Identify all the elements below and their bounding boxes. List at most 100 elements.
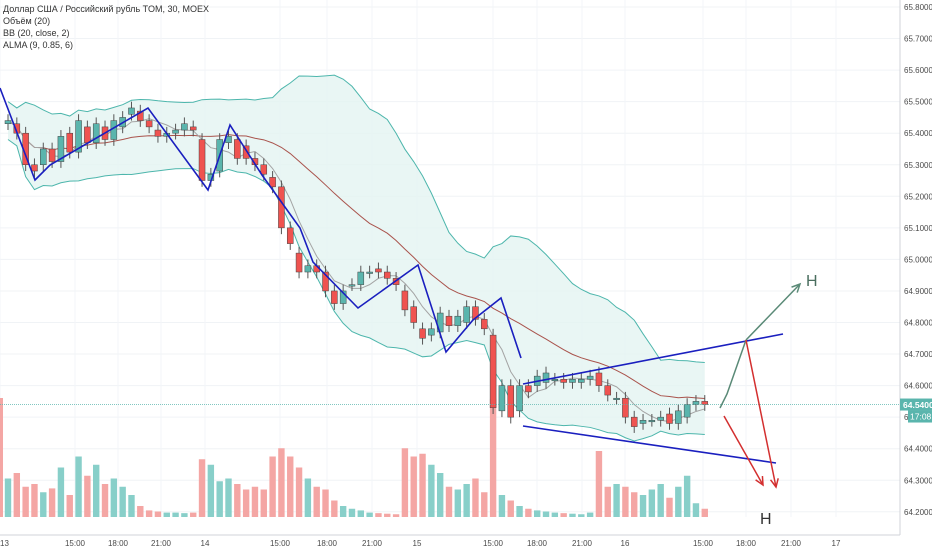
volume-bar	[560, 513, 567, 517]
candle-body	[40, 148, 47, 166]
volume-bar	[251, 486, 259, 517]
time-tick-label: 15:00	[270, 539, 291, 548]
volume-bar	[40, 492, 47, 517]
legend-volume[interactable]: Объём (20)	[3, 16, 51, 26]
candle-body	[339, 290, 347, 304]
price-tick-label: 64.8000	[904, 319, 932, 328]
volume-bar	[357, 510, 364, 517]
candle-body	[331, 290, 338, 304]
volume-bar	[692, 503, 700, 517]
volume-bar	[604, 486, 611, 517]
candle-body	[110, 120, 118, 140]
candle-body	[639, 420, 647, 424]
volume-bar	[675, 486, 682, 517]
price-tick-label: 65.4000	[904, 129, 932, 138]
candle-body	[137, 110, 144, 121]
volume-bar	[110, 478, 118, 517]
volume-bar	[366, 512, 373, 517]
candle-body	[242, 145, 250, 159]
candle-body	[595, 372, 603, 386]
triangle-upper-line	[522, 333, 784, 385]
candle-body	[295, 252, 303, 273]
volume-bar	[48, 488, 56, 517]
volume-bar	[269, 456, 276, 517]
timer-tag	[908, 410, 932, 423]
bb-upper-line	[7, 74, 705, 364]
candle-body	[348, 284, 356, 287]
volume-bar	[683, 475, 691, 517]
time-tick-label: 18:00	[736, 539, 757, 548]
volume-bar	[242, 489, 250, 517]
price-tick-label: 65.7000	[904, 35, 932, 44]
time-tick-label: 18:00	[527, 539, 548, 548]
candle-body	[419, 328, 426, 339]
volume-bar	[375, 513, 382, 517]
candle-body	[666, 413, 673, 424]
legend-main[interactable]: Доллар США / Российский рубль TOM, 30, M…	[3, 4, 209, 14]
legend-bb[interactable]: BB (20, close, 2)	[3, 28, 70, 38]
bollinger-bands	[7, 74, 705, 442]
volume-bar	[234, 484, 241, 517]
volume-bar	[586, 512, 594, 517]
time-tick-label: 14	[201, 539, 210, 548]
volume-bar	[181, 513, 188, 517]
price-axis-bg	[900, 0, 932, 550]
annotation-h-down: H	[760, 511, 772, 528]
price-tick-label: 64.2000	[904, 508, 932, 517]
volume-bar	[84, 475, 91, 517]
volume-bar	[578, 514, 585, 517]
candle-body	[454, 315, 462, 326]
candle-body	[278, 186, 285, 229]
candle-body	[189, 126, 197, 131]
volume-bar	[260, 489, 267, 517]
candle-body	[198, 139, 206, 181]
candle-body	[472, 306, 479, 320]
volume-bar	[401, 448, 409, 517]
volume-bar	[278, 448, 285, 517]
legend-alma[interactable]: ALMA (9, 0.85, 6)	[3, 40, 74, 50]
volume-bar	[66, 495, 73, 517]
candle-body	[569, 379, 576, 383]
volume-bar	[31, 484, 38, 517]
candle-body	[384, 271, 391, 279]
price-tick-label: 65.6000	[904, 66, 932, 75]
candle-body	[498, 385, 506, 412]
price-axis: 65.8000 65.7000 65.6000 65.5000 65.4000 65.30…	[899, 0, 932, 550]
candle-body	[551, 379, 559, 382]
timer-value: 17:08	[910, 412, 932, 422]
candle-body	[613, 397, 620, 400]
volume-bar	[534, 510, 541, 517]
volume-bar	[93, 464, 100, 517]
volume-bar	[639, 495, 647, 517]
candle-body	[128, 107, 135, 115]
time-tick-label: 18:00	[108, 539, 129, 548]
candle-body	[692, 401, 700, 405]
last-price-value: 64.5400	[903, 400, 932, 410]
price-tick-label: 64.9000	[904, 287, 932, 296]
volume-bar	[481, 492, 488, 517]
arrow-down-left-head	[755, 475, 764, 487]
volume-bar	[128, 495, 135, 517]
candle-body	[145, 120, 153, 128]
volume-bar	[313, 486, 320, 517]
candle-body	[648, 420, 656, 423]
candle-body	[31, 164, 38, 172]
arrow-down-right	[745, 339, 777, 488]
time-tick-label: 15	[413, 539, 422, 548]
candle-body	[489, 334, 497, 408]
candle-body	[181, 123, 188, 131]
volume-bar	[569, 513, 576, 517]
candle-body	[84, 126, 91, 143]
candle-body	[410, 306, 417, 323]
volume-bar	[154, 511, 162, 517]
price-tick-label: 65.1000	[904, 224, 932, 233]
candle-body	[75, 120, 82, 153]
candle-body	[622, 397, 629, 418]
candle-body	[57, 136, 65, 162]
candle-body	[445, 315, 453, 326]
volume-bar	[631, 492, 638, 517]
candle-body	[357, 271, 365, 285]
arrow-down-right-head	[769, 478, 779, 489]
volume-bar	[454, 489, 462, 517]
